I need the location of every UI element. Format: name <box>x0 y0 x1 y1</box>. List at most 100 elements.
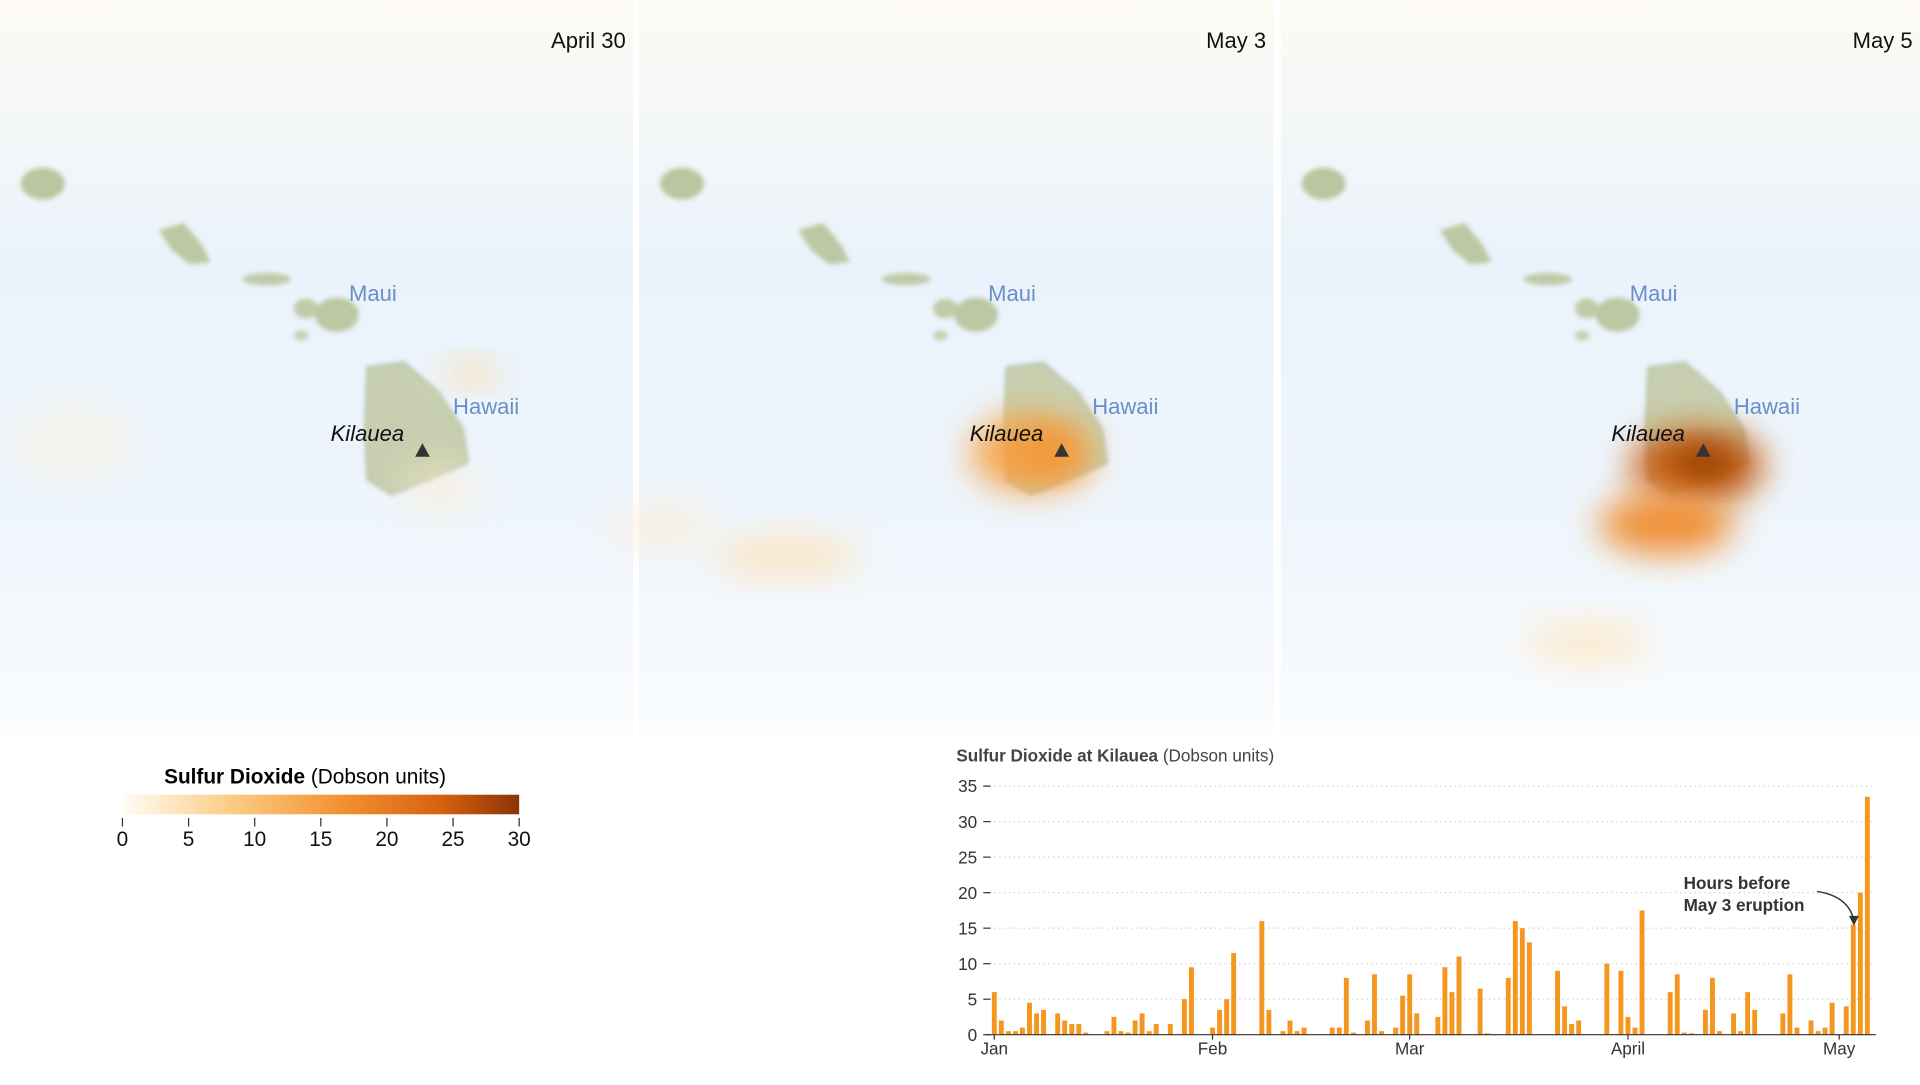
bar <box>1083 1032 1089 1035</box>
chart-title-bold: Sulfur Dioxide at Kilauea <box>956 746 1158 766</box>
bar <box>1702 1009 1708 1035</box>
volcano-marker <box>415 443 430 457</box>
bar <box>1731 1013 1737 1035</box>
bar <box>1449 992 1455 1035</box>
bar <box>1864 796 1870 1035</box>
bar <box>1745 992 1751 1035</box>
bar <box>1414 1013 1420 1035</box>
bar <box>1632 1027 1638 1035</box>
bar <box>1526 942 1532 1035</box>
panel-date: May 5 <box>1853 28 1913 53</box>
legend-title: Sulfur Dioxide (Dobson units) <box>164 766 446 789</box>
bar <box>1787 974 1793 1035</box>
so2-plume <box>1525 620 1649 665</box>
bar <box>1069 1024 1075 1035</box>
bar <box>1829 1002 1835 1035</box>
legend-units: (Dobson units) <box>311 766 446 789</box>
bar <box>1674 974 1680 1035</box>
y-tick-label: 20 <box>958 883 977 903</box>
island-label: Maui <box>349 281 397 306</box>
bar <box>1442 967 1448 1035</box>
panel-date: April 30 <box>551 28 626 53</box>
bar <box>1393 1027 1399 1035</box>
bar <box>1034 1013 1039 1035</box>
island-label: Hawaii <box>1092 394 1158 419</box>
bar <box>1505 977 1511 1035</box>
volcano-label: Kilauea <box>331 421 405 446</box>
annotation-arrowhead <box>1848 915 1859 926</box>
bar <box>1146 1031 1152 1035</box>
bar <box>1132 1020 1138 1035</box>
map-background <box>0 0 634 735</box>
legend-tick-label: 15 <box>309 828 332 851</box>
legend-tick-label: 25 <box>441 828 464 851</box>
bar <box>1400 995 1406 1035</box>
colorbar <box>122 794 520 815</box>
annotation: Hours before <box>1684 873 1791 893</box>
bar <box>1822 1027 1828 1035</box>
bar <box>1681 1032 1687 1035</box>
bar <box>1667 992 1673 1035</box>
bar <box>1294 1031 1300 1035</box>
legend-tick-label: 0 <box>117 828 129 851</box>
chart-units: (Dobson units) <box>1163 746 1274 766</box>
island-label: Hawaii <box>1734 394 1800 419</box>
bar <box>1639 910 1645 1035</box>
bar <box>1139 1013 1145 1035</box>
map-panel: Maui Hawaii Kilauea May 3 <box>614 0 1274 735</box>
so2-plume <box>404 467 478 512</box>
y-tick-label: 35 <box>958 776 977 796</box>
bar <box>1111 1016 1117 1035</box>
bar <box>1266 1009 1272 1035</box>
bar <box>1329 1027 1335 1035</box>
bar <box>1210 1027 1215 1035</box>
bar <box>1562 1006 1568 1035</box>
bar <box>1857 892 1863 1035</box>
bar <box>1041 1009 1047 1035</box>
bar <box>1569 1024 1575 1035</box>
bar <box>1153 1024 1159 1035</box>
bar <box>1625 1016 1631 1035</box>
map-background <box>639 0 1274 735</box>
map-panel: Maui Hawaii Kilauea April 30 <box>0 0 634 735</box>
bar <box>1780 1013 1786 1035</box>
y-tick-label: 10 <box>958 954 977 974</box>
bar <box>1484 1033 1490 1035</box>
x-tick-label: Mar <box>1395 1038 1425 1058</box>
bar <box>1555 970 1560 1035</box>
bar <box>1379 1031 1384 1035</box>
map-panel: Maui Hawaii Kilauea May 5 <box>1280 0 1920 735</box>
annotation-arrow <box>1817 890 1855 921</box>
bar <box>1343 977 1349 1035</box>
bar <box>1062 1020 1068 1035</box>
bar <box>1808 1020 1814 1035</box>
map-content: Maui Hawaii Kilauea <box>614 167 1158 580</box>
x-tick-label: May <box>1823 1038 1856 1058</box>
legend-tick-label: 30 <box>508 828 531 851</box>
y-tick-label: 25 <box>958 847 977 867</box>
bar <box>1224 999 1230 1035</box>
legend-title-bold: Sulfur Dioxide <box>164 766 305 789</box>
bar <box>1118 1031 1124 1035</box>
y-tick-label: 5 <box>968 989 978 1009</box>
legend-tick-label: 20 <box>375 828 398 851</box>
so2-plume <box>712 535 860 580</box>
bar <box>1850 924 1856 1035</box>
map-panels: Maui Hawaii Kilauea April 30 Maui Hawaii Kilau… <box>0 0 1920 735</box>
island-label: Maui <box>988 281 1036 306</box>
island-label: Hawaii <box>453 394 519 419</box>
bar <box>998 1020 1004 1035</box>
bar <box>1365 1020 1370 1035</box>
y-tick-label: 30 <box>958 812 977 832</box>
bar <box>1815 1031 1821 1035</box>
volcano-label: Kilauea <box>1611 421 1685 446</box>
so2-plume <box>1672 446 1734 484</box>
bar <box>1350 1032 1356 1035</box>
bar <box>1027 1002 1032 1035</box>
so2-plume <box>1599 493 1734 555</box>
chart-title: Sulfur Dioxide at Kilauea (Dobson units) <box>956 746 1274 766</box>
so2-plume <box>12 404 135 478</box>
island-label: Maui <box>1630 281 1678 306</box>
bar <box>1217 1009 1223 1035</box>
